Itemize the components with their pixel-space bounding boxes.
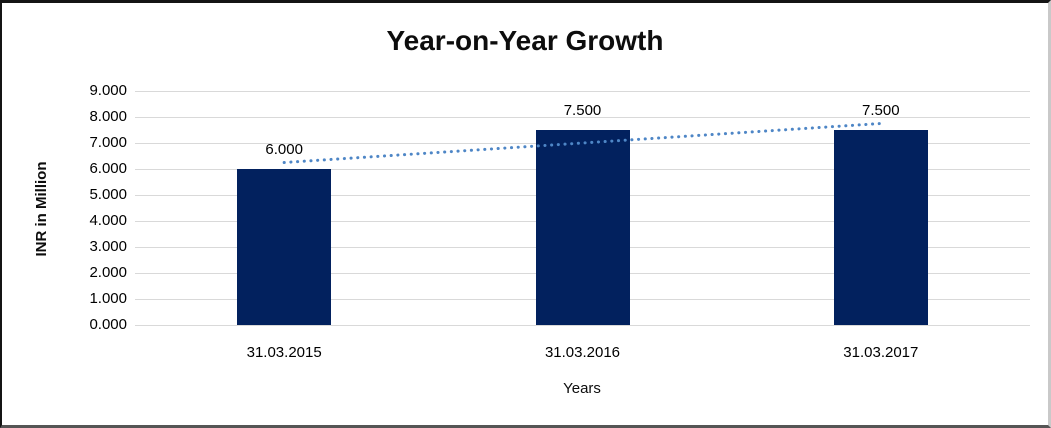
bar-31.03.2017 bbox=[833, 130, 928, 325]
gridline bbox=[135, 117, 1030, 118]
y-tick-label: 4.000 bbox=[89, 212, 127, 229]
bar-31.03.2015 bbox=[237, 169, 332, 325]
gridline bbox=[135, 325, 1030, 326]
y-tick-label: 8.000 bbox=[89, 108, 127, 125]
y-tick-label: 2.000 bbox=[89, 264, 127, 281]
y-tick-label: 9.000 bbox=[89, 82, 127, 99]
data-label: 6.000 bbox=[265, 141, 303, 158]
y-tick-label: 3.000 bbox=[89, 238, 127, 255]
y-tick-label: 5.000 bbox=[89, 186, 127, 203]
data-label: 7.500 bbox=[563, 102, 602, 119]
x-tick-label: 31.03.2015 bbox=[246, 344, 322, 361]
y-tick-label: 1.000 bbox=[89, 290, 127, 307]
chart-title: Year-on-Year Growth bbox=[386, 25, 664, 56]
gridline bbox=[135, 91, 1030, 92]
y-tick-label: 0.000 bbox=[89, 316, 127, 333]
x-axis-title: Years bbox=[563, 380, 601, 397]
x-tick-label: 31.03.2016 bbox=[544, 344, 621, 361]
y-tick-label: 7.000 bbox=[89, 134, 127, 151]
x-tick-label: 31.03.2017 bbox=[843, 344, 919, 361]
data-label: 7.500 bbox=[862, 102, 900, 119]
bar-31.03.2016 bbox=[535, 130, 630, 325]
y-tick-label: 6.000 bbox=[89, 160, 127, 177]
